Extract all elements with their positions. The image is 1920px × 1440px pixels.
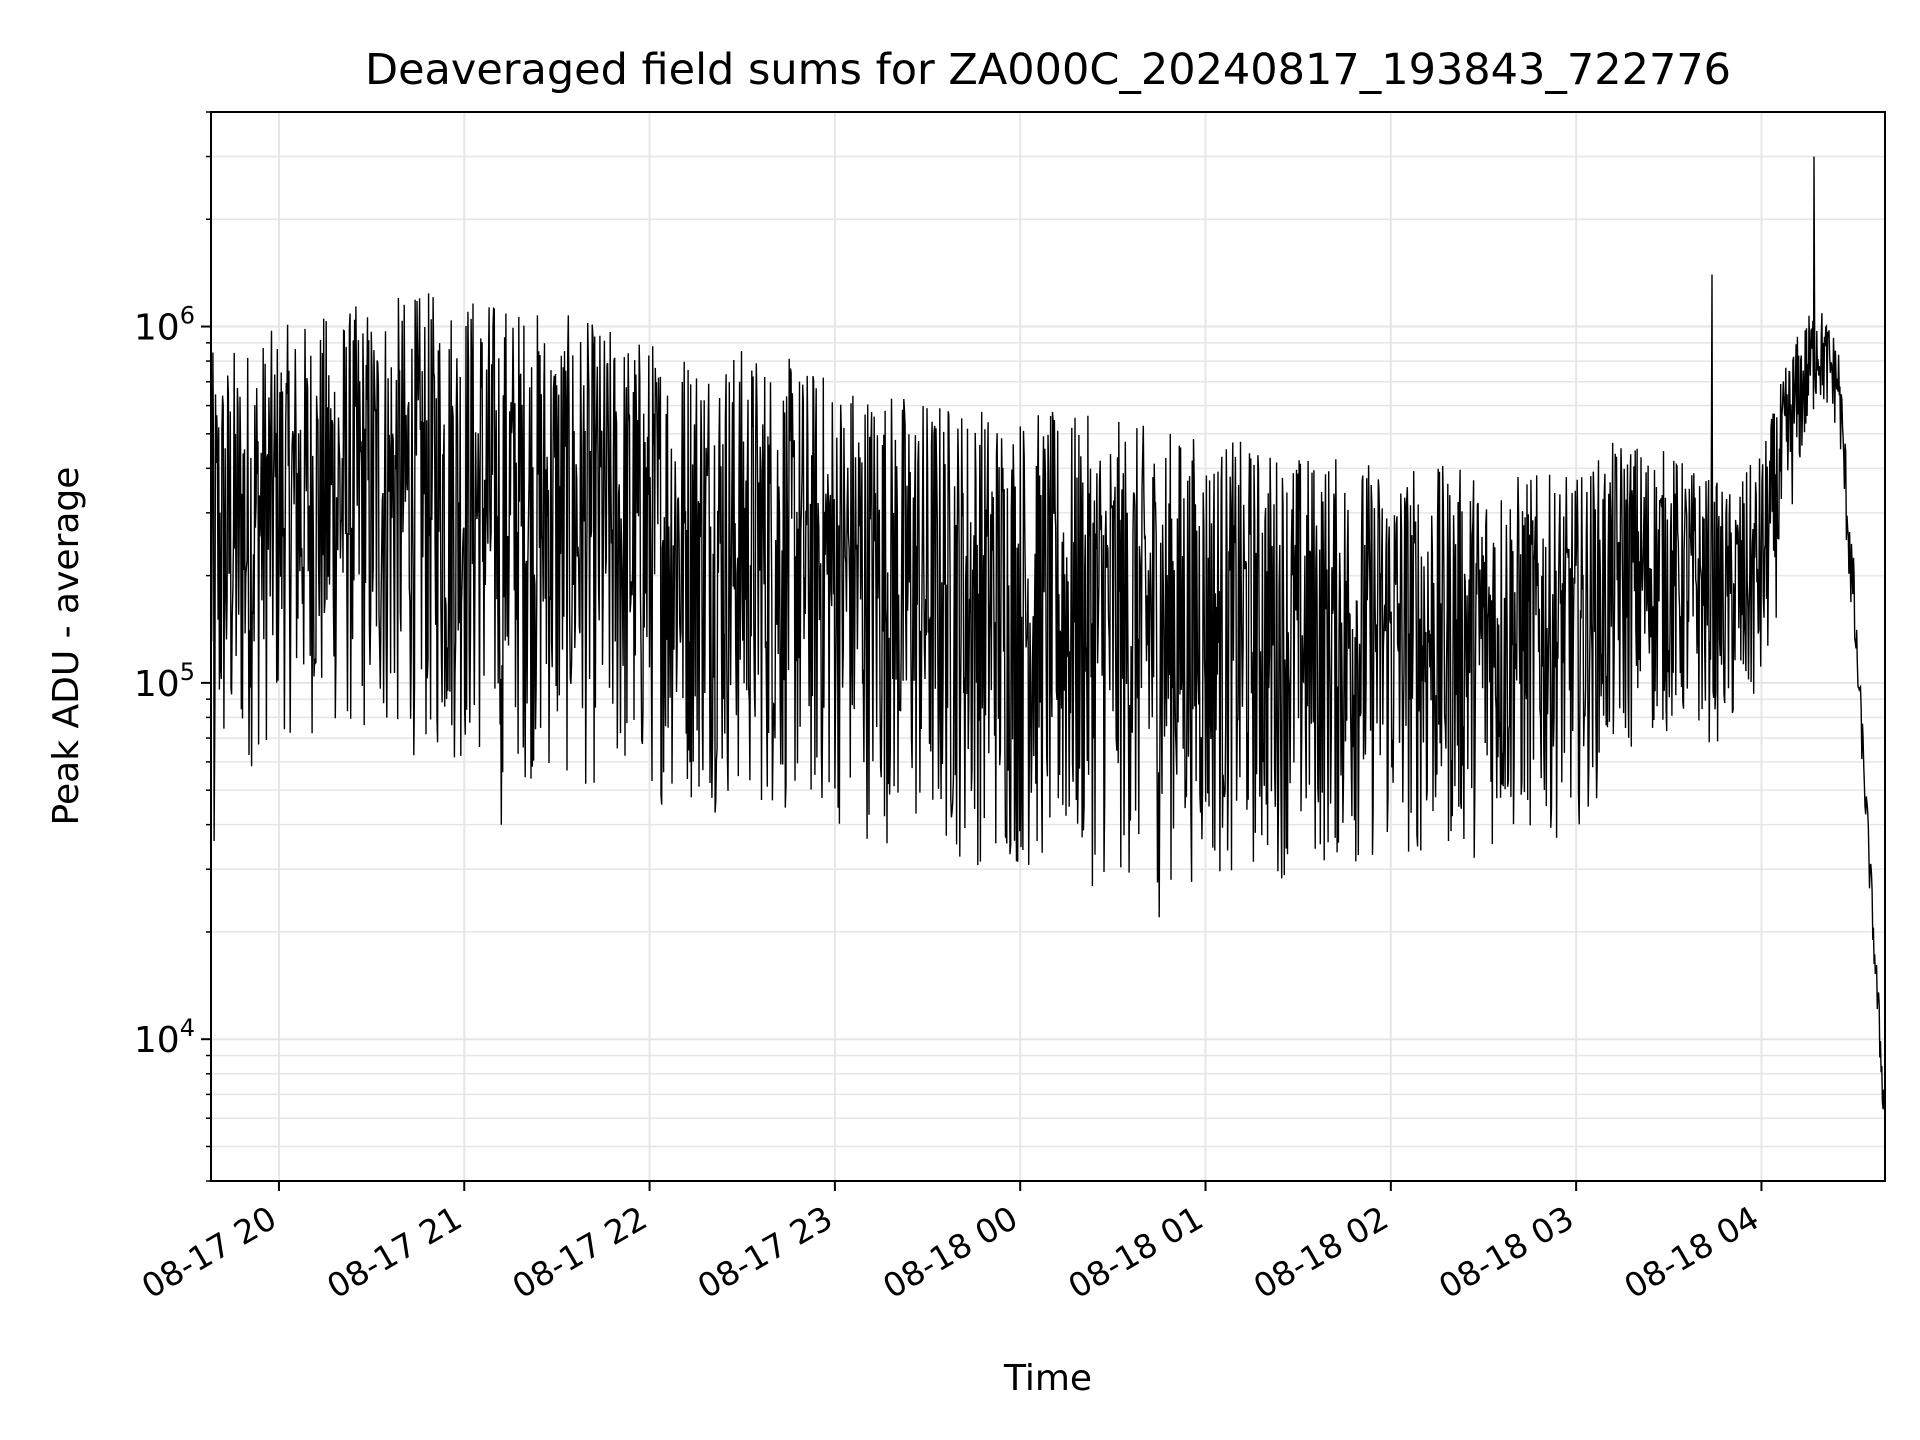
- y-tick-exponent: 6: [180, 302, 195, 330]
- y-axis-label: Peak ADU - average: [46, 467, 87, 826]
- series-line-group: [210, 156, 1886, 1128]
- plot-frame: [210, 111, 1886, 1182]
- y-tick-label: 106: [134, 302, 195, 349]
- y-tick-base: 10: [134, 308, 180, 349]
- y-tick-label: 105: [134, 658, 195, 705]
- y-tick-exponent: 4: [180, 1014, 195, 1042]
- grid: [211, 111, 1885, 1182]
- y-tick-exponent: 5: [180, 658, 195, 686]
- y-tick-base: 10: [134, 664, 180, 705]
- series-line: [210, 156, 1886, 1128]
- x-axis-label: Time: [1003, 1358, 1092, 1399]
- y-tick-label: 104: [134, 1014, 195, 1061]
- chart-title: Deaveraged field sums for ZA000C_2024081…: [365, 45, 1731, 95]
- y-tick-base: 10: [134, 1020, 180, 1061]
